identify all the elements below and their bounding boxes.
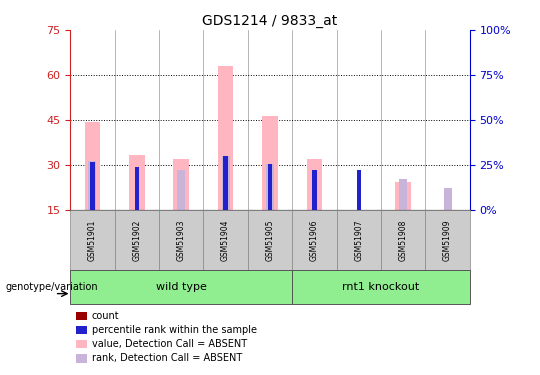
Text: GSM51904: GSM51904 [221,219,230,261]
Bar [114,210,159,270]
Bar [307,159,322,210]
Bar [312,170,316,210]
Text: GSM51903: GSM51903 [177,219,186,261]
Bar [89,160,97,210]
Text: count: count [92,311,119,321]
Bar [443,188,451,210]
Bar [177,170,185,210]
Text: percentile rank within the sample: percentile rank within the sample [92,325,257,335]
Bar [218,66,233,210]
Text: wild type: wild type [156,282,207,292]
Text: GSM51909: GSM51909 [443,219,452,261]
Text: rank, Detection Call = ABSENT: rank, Detection Call = ABSENT [92,354,242,363]
Text: GSM51902: GSM51902 [132,219,141,261]
Bar [159,210,204,270]
Text: genotype/variation: genotype/variation [5,282,98,292]
Bar [134,166,139,210]
Bar [336,210,381,270]
Text: rnt1 knockout: rnt1 knockout [342,282,420,292]
Text: GSM51907: GSM51907 [354,219,363,261]
Bar [70,270,292,304]
Bar [395,182,411,210]
Bar [173,159,189,210]
Bar [85,122,100,210]
Bar [356,170,361,210]
Bar [268,164,272,210]
Text: GSM51906: GSM51906 [310,219,319,261]
Bar [90,162,94,210]
Bar [266,164,274,210]
Text: GSM51905: GSM51905 [266,219,274,261]
Bar [292,270,470,304]
Text: GSM51908: GSM51908 [399,219,408,261]
Bar [221,156,229,210]
Bar [129,154,145,210]
Bar [292,210,336,270]
Bar [204,210,248,270]
Title: GDS1214 / 9833_at: GDS1214 / 9833_at [202,13,338,28]
Text: value, Detection Call = ABSENT: value, Detection Call = ABSENT [92,339,247,349]
Bar [399,178,407,210]
Bar [224,156,228,210]
Bar [248,210,292,270]
Bar [381,210,426,270]
Text: GSM51901: GSM51901 [88,219,97,261]
Bar [262,116,278,210]
Bar [70,210,114,270]
Bar [426,210,470,270]
